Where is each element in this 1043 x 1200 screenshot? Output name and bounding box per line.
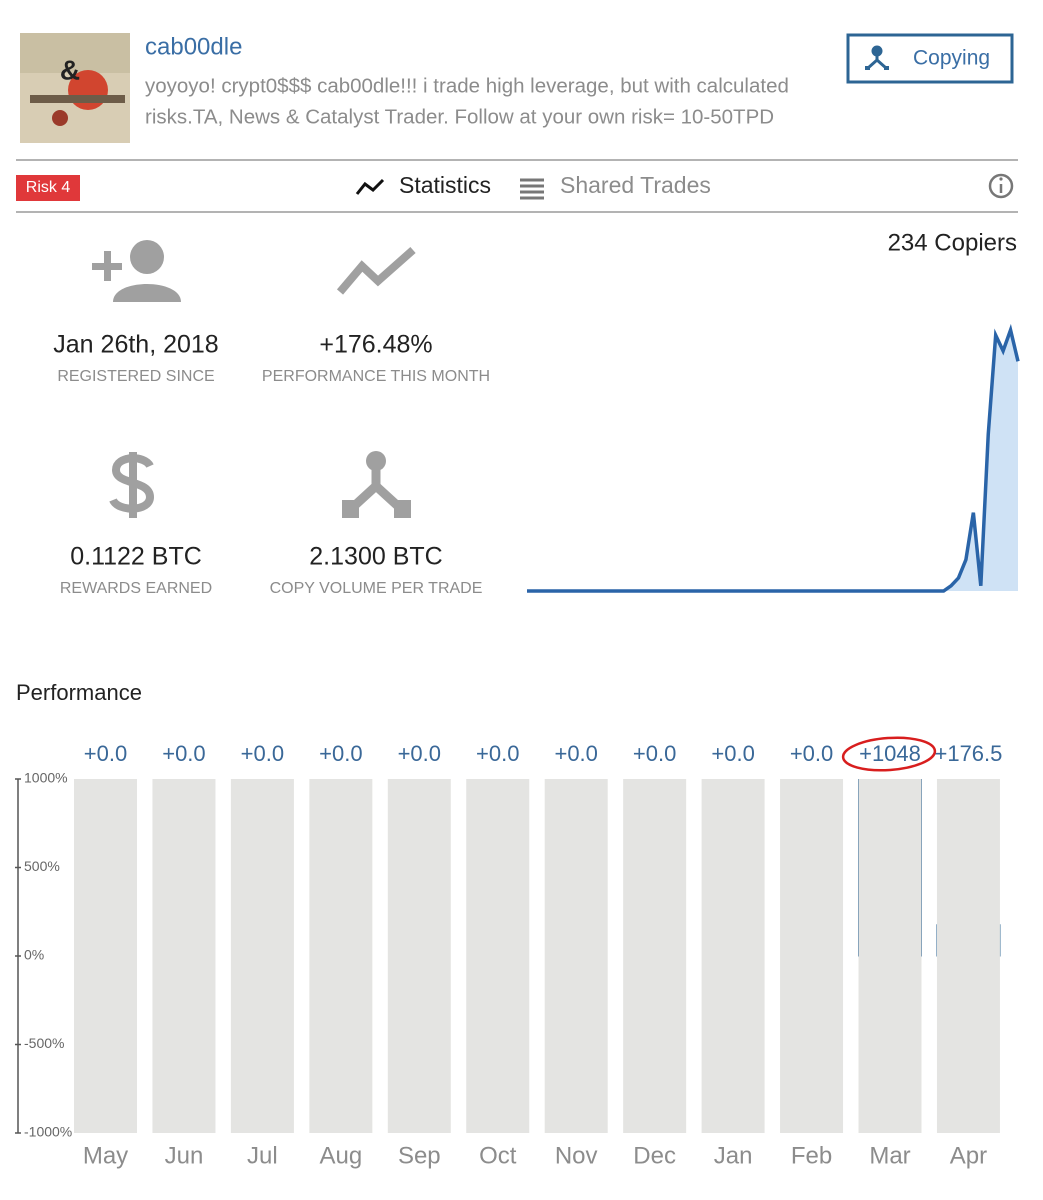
performance-chart: 1000% 500% 0% -500% -1000% +0.0 May +0.0 Jun +0.0… — [15, 741, 1002, 1169]
bar-background — [387, 779, 451, 1133]
value-label: +0.0 — [398, 741, 441, 766]
x-tick-label: May — [83, 1142, 128, 1169]
copying-button[interactable]: Copying — [846, 33, 1014, 84]
stat-value: Jan 26th, 2018 — [53, 331, 218, 359]
y-tick-label: 1000% — [24, 770, 68, 786]
stat-label: REWARDS EARNED — [60, 580, 212, 597]
bar-background — [466, 779, 530, 1133]
stat-value: 0.1122 BTC — [70, 543, 202, 571]
x-tick-label: Jul — [247, 1142, 278, 1169]
bar-background — [152, 779, 216, 1133]
risk-badge — [16, 175, 80, 201]
bar-background — [230, 779, 294, 1133]
value-label: +0.0 — [554, 741, 597, 766]
copiers-area — [527, 330, 1018, 591]
risk-label: Risk 4 — [26, 179, 71, 196]
value-label: +176.5 — [934, 741, 1002, 766]
bar-background — [780, 779, 844, 1133]
x-tick-label: Apr — [950, 1142, 987, 1169]
value-label: +0.0 — [319, 741, 362, 766]
bar-background — [623, 779, 687, 1133]
trend-icon — [336, 247, 416, 295]
x-tick-label: Feb — [791, 1142, 832, 1169]
statistics-tab[interactable]: Statistics — [355, 172, 491, 198]
x-tick-label: Nov — [555, 1142, 598, 1169]
stat-value: 2.1300 BTC — [309, 543, 442, 571]
bio-line: risks.TA, News & Catalyst Trader. Follow… — [145, 105, 774, 128]
tab-label[interactable]: Statistics — [399, 172, 491, 198]
y-tick-label: 0% — [24, 947, 44, 963]
copiers-chart — [527, 323, 1020, 593]
y-tick-label: -1000% — [24, 1124, 72, 1140]
y-tick-label: 500% — [24, 858, 60, 874]
x-tick-label: Aug — [319, 1142, 362, 1169]
button-label[interactable]: Copying — [913, 47, 990, 70]
copiers-count: 234 Copiers — [888, 229, 1017, 256]
stat-label: PERFORMANCE THIS MONTH — [262, 368, 490, 385]
value-label: +1048 — [859, 741, 921, 766]
x-tick-label: Sep — [398, 1142, 441, 1169]
copiers-line — [527, 323, 1020, 593]
bio-line: yoyoyo! crypt0$$$ cab00dle!!! i trade hi… — [145, 74, 789, 97]
stat-label: REGISTERED SINCE — [57, 368, 214, 385]
bar-background — [936, 779, 1000, 1133]
bar-background — [309, 779, 373, 1133]
stat-label: COPY VOLUME PER TRADE — [270, 580, 483, 597]
tab-label[interactable]: Shared Trades — [560, 172, 711, 198]
stat-value: +176.48% — [319, 331, 432, 359]
dollar-icon — [109, 452, 155, 518]
profile-name[interactable]: cab00dle — [145, 33, 242, 60]
x-tick-label: Mar — [869, 1142, 910, 1169]
y-tick-label: -500% — [24, 1035, 64, 1051]
bar-background — [858, 779, 922, 1133]
avatar[interactable]: & — [20, 33, 130, 143]
annotation-circle — [841, 736, 937, 772]
share-icon — [342, 451, 411, 518]
bar-background — [74, 779, 137, 1133]
x-tick-label: Dec — [633, 1142, 676, 1169]
info-icon[interactable] — [988, 173, 1014, 199]
value-label: +0.0 — [633, 741, 676, 766]
x-tick-label: Jun — [165, 1142, 204, 1169]
svg-text:&: & — [60, 54, 80, 85]
bar-background — [544, 779, 608, 1133]
shared-trades-tab[interactable]: Shared Trades — [520, 172, 711, 200]
value-label: +0.0 — [162, 741, 205, 766]
x-tick-label: Jan — [714, 1142, 753, 1169]
x-tick-label: Oct — [479, 1142, 517, 1169]
person-add-icon — [92, 240, 181, 302]
value-label: +0.0 — [790, 741, 833, 766]
value-label: +0.0 — [84, 741, 127, 766]
bar-background — [701, 779, 765, 1133]
value-label: +0.0 — [711, 741, 754, 766]
value-label: +0.0 — [241, 741, 284, 766]
value-label: +0.0 — [476, 741, 519, 766]
chart-title: Performance — [16, 680, 142, 705]
